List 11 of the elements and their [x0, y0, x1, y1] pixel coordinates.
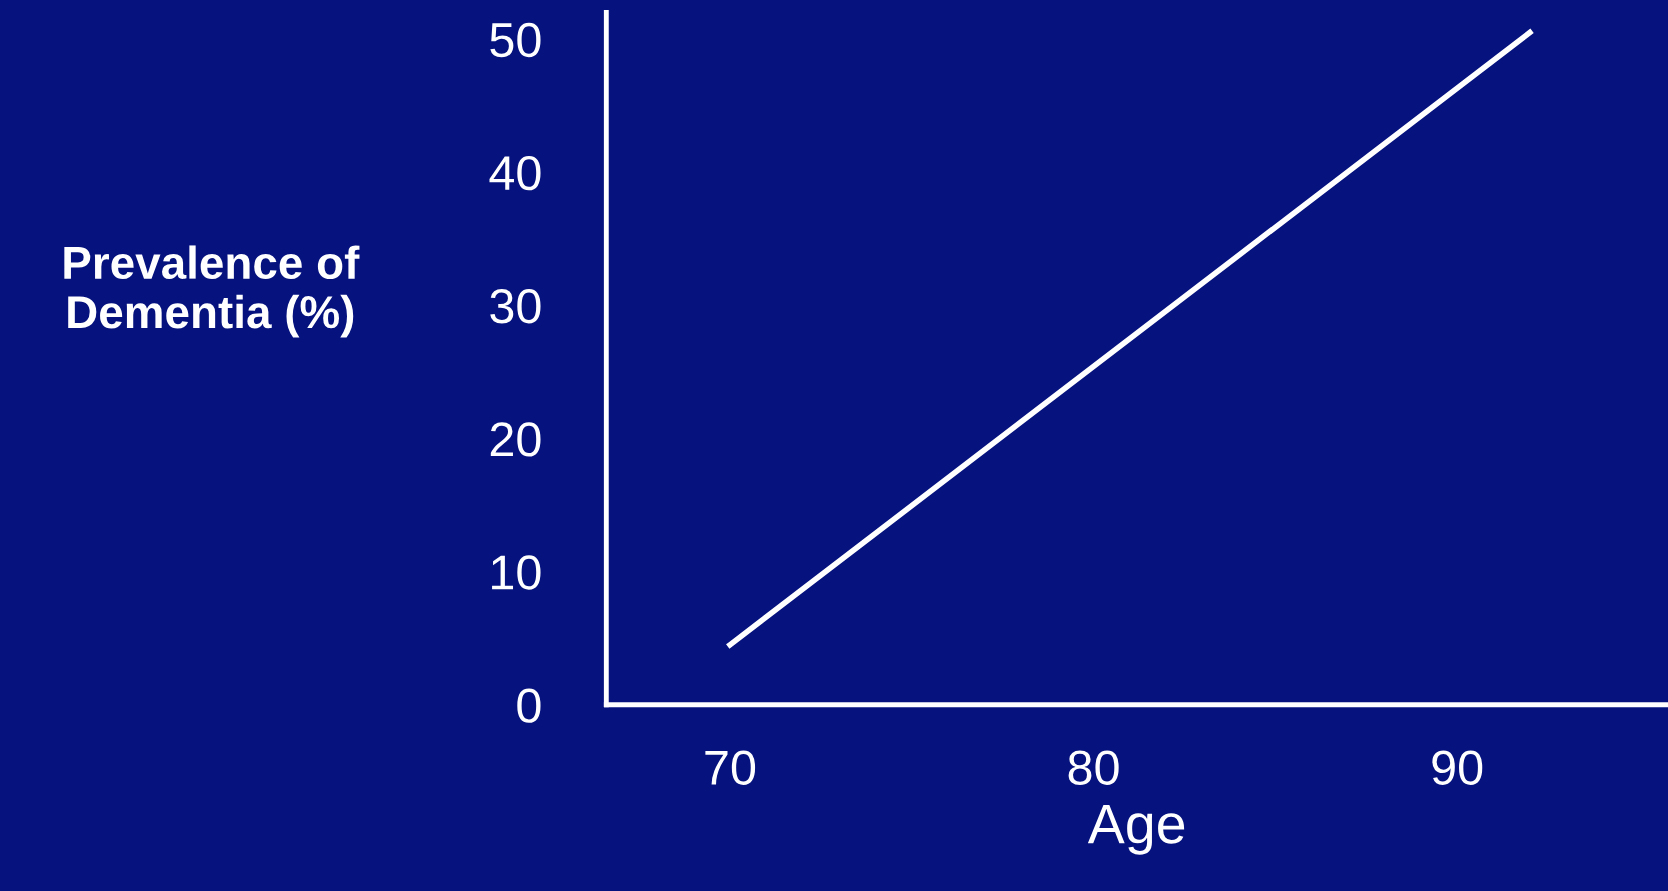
x-tick-label: 70	[705, 750, 756, 785]
y-axis-title: Prevalence of Dementia (%)	[64, 245, 360, 338]
y-tick-label: 0	[517, 688, 541, 723]
y-tick-label: 20	[490, 422, 541, 457]
y-tick-label: 30	[490, 289, 541, 324]
y-tick-label: 50	[490, 22, 541, 58]
y-tick-label: 40	[489, 155, 541, 191]
x-axis-title: Age	[1087, 804, 1185, 855]
x-tick-label: 80	[1068, 750, 1119, 785]
x-tick-label: 90	[1432, 750, 1483, 785]
y-tick-label: 10	[492, 555, 541, 590]
